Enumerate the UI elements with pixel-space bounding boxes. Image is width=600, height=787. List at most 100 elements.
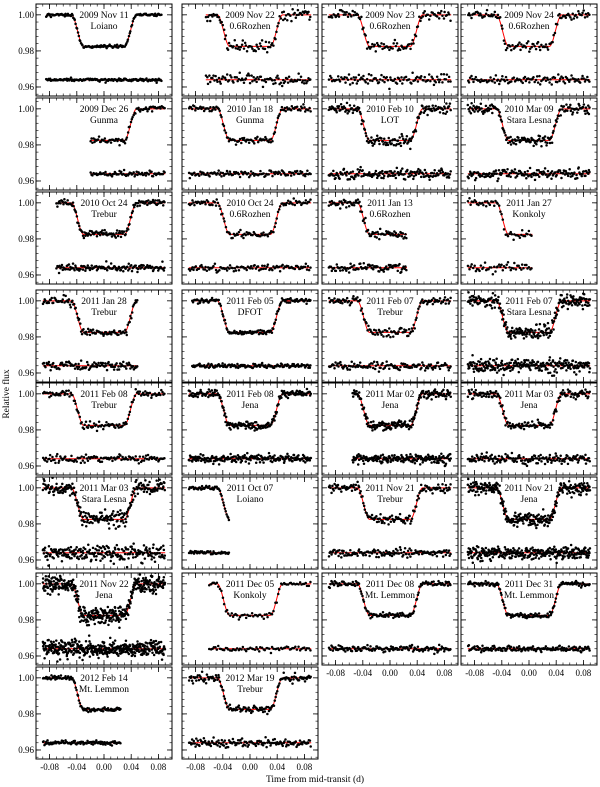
residual-point <box>382 270 386 273</box>
data-point <box>309 15 312 19</box>
data-point <box>427 105 431 108</box>
data-point <box>483 200 487 203</box>
data-point <box>438 297 442 300</box>
data-point <box>511 44 514 47</box>
residual-point <box>120 170 123 174</box>
residual-point <box>491 79 494 83</box>
data-point <box>429 107 433 111</box>
data-point <box>233 329 236 333</box>
residual-point <box>272 82 275 86</box>
data-point <box>72 204 75 208</box>
data-point <box>278 113 281 116</box>
data-point <box>217 16 221 19</box>
data-point <box>260 39 264 42</box>
residual-point <box>247 172 250 175</box>
residual-point <box>264 80 268 84</box>
residual-point <box>251 79 254 83</box>
residual-point <box>503 79 507 83</box>
data-point <box>219 304 223 307</box>
data-point <box>361 312 365 316</box>
residual-point <box>489 76 492 79</box>
data-point <box>308 18 311 21</box>
residual-point <box>523 170 527 174</box>
data-point <box>569 16 572 19</box>
residual-point <box>470 263 473 266</box>
data-point <box>583 109 586 113</box>
residual-point <box>404 265 407 268</box>
y-tick-label: 0.98 <box>18 46 34 56</box>
data-point <box>102 139 105 142</box>
data-point <box>264 332 268 336</box>
residual-point <box>524 79 528 83</box>
residual-point <box>473 362 476 365</box>
data-point <box>468 296 472 299</box>
data-point <box>129 314 132 318</box>
residual-point <box>274 81 277 85</box>
data-point <box>431 11 434 14</box>
residual-point <box>532 171 536 175</box>
residual-point <box>228 170 232 173</box>
residual-point <box>504 266 507 269</box>
data-point <box>339 103 343 106</box>
data-point <box>447 302 451 305</box>
panel-plot-area <box>327 295 452 373</box>
residual-point <box>303 265 307 269</box>
data-point <box>346 112 349 115</box>
residual-point <box>200 263 203 267</box>
residual-point <box>144 174 148 177</box>
residual-point <box>122 269 125 273</box>
residual-point <box>238 71 241 74</box>
residual-point <box>422 364 426 367</box>
data-point <box>125 331 128 334</box>
data-point <box>61 200 65 204</box>
panel-plot-area <box>466 101 591 183</box>
data-point <box>266 235 270 238</box>
residual-point <box>393 364 397 367</box>
residual-point <box>216 80 219 83</box>
residual-point <box>344 364 348 368</box>
data-point <box>146 203 149 207</box>
panel-site: Gunma <box>90 116 119 126</box>
residual-point <box>300 170 304 174</box>
data-point <box>191 199 194 202</box>
data-point <box>107 332 110 336</box>
data-point <box>160 13 163 16</box>
residual-point <box>287 364 290 367</box>
residual-point <box>399 169 403 173</box>
data-point <box>352 13 356 17</box>
residual-point <box>335 263 339 266</box>
residual-point <box>497 168 501 172</box>
panel-plot-area <box>466 290 592 378</box>
data-point <box>300 13 304 17</box>
residual-point <box>73 367 77 370</box>
data-point <box>276 116 280 120</box>
data-point <box>227 139 231 143</box>
residual-point <box>432 83 436 87</box>
data-point <box>84 330 88 334</box>
y-tick-label: 0.98 <box>18 234 34 244</box>
residual-point <box>358 78 362 81</box>
residual-point <box>250 74 253 77</box>
data-point <box>404 329 408 332</box>
residual-point <box>520 268 523 271</box>
data-point <box>395 42 399 45</box>
data-point <box>374 50 377 53</box>
data-point <box>342 13 346 16</box>
panel-site: 0.6Rozhen <box>509 22 550 32</box>
residual-point <box>368 171 371 174</box>
residual-point <box>127 361 131 364</box>
data-point <box>222 124 226 128</box>
residual-point <box>584 174 587 178</box>
residual-point <box>247 72 250 75</box>
data-point <box>267 41 271 44</box>
residual-point <box>371 79 374 83</box>
data-point <box>545 46 549 49</box>
data-point <box>76 31 80 34</box>
data-point <box>146 109 149 113</box>
residual-point <box>347 73 351 76</box>
residual-point <box>188 269 192 272</box>
data-point <box>370 45 373 49</box>
residual-point <box>440 168 444 172</box>
data-point <box>89 233 92 237</box>
